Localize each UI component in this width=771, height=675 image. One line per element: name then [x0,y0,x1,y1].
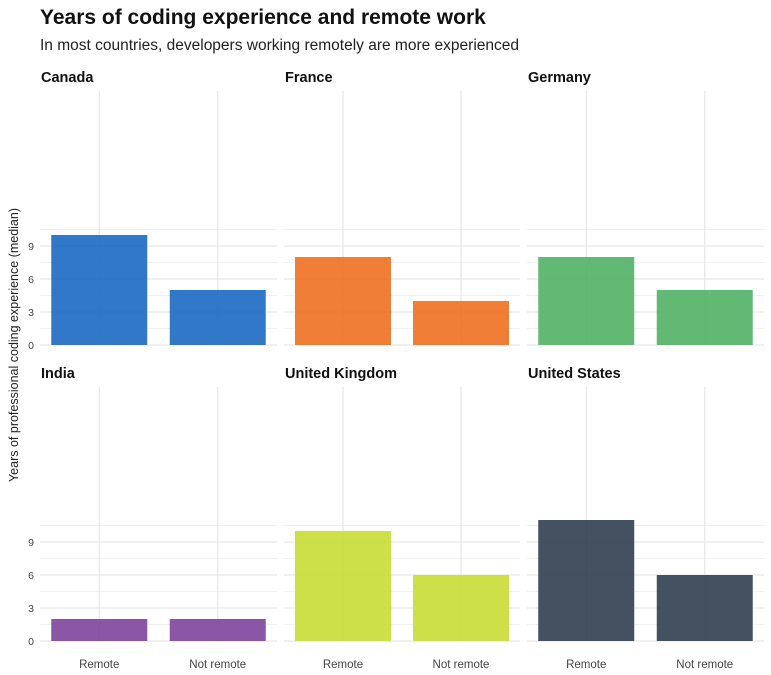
facet-label-united-states: United States [528,366,621,382]
y-tick-label: 9 [28,537,34,549]
facet-label-india: India [41,366,76,382]
chart-subtitle: In most countries, developers working re… [40,37,520,54]
bar-united-kingdom-not-remote [413,575,509,641]
facet-label-united-kingdom: United Kingdom [285,366,397,382]
bar-canada-not-remote [169,290,266,345]
bar-france-remote [295,257,391,345]
y-tick-label: 9 [28,241,34,253]
x-tick-label-not-remote: Not remote [189,659,246,671]
x-tick-label-remote: Remote [79,659,119,671]
x-tick-label-remote: Remote [323,659,363,671]
bar-united-states-not-remote [656,575,753,641]
bar-france-not-remote [413,301,509,345]
chart-title: Years of coding experience and remote wo… [40,6,486,29]
x-tick-label-not-remote: Not remote [433,659,490,671]
y-tick-label: 0 [28,340,34,352]
bar-canada-remote [51,235,148,345]
bar-germany-remote [538,257,635,345]
bar-germany-not-remote [656,290,753,345]
y-tick-label: 6 [28,274,34,286]
bar-united-kingdom-remote [295,531,391,641]
bar-united-states-remote [538,520,635,641]
x-tick-label-remote: Remote [566,659,606,671]
facet-label-canada: Canada [41,70,94,86]
y-tick-label: 0 [28,636,34,648]
x-tick-label-not-remote: Not remote [676,659,733,671]
y-tick-label: 6 [28,570,34,582]
facet-label-germany: Germany [528,70,591,86]
bar-india-remote [51,619,148,641]
bar-india-not-remote [169,619,266,641]
facet-label-france: France [285,70,333,86]
y-tick-label: 3 [28,603,34,615]
y-tick-label: 3 [28,307,34,319]
